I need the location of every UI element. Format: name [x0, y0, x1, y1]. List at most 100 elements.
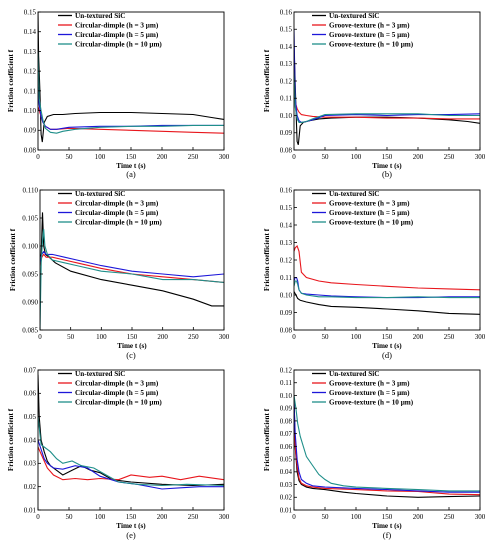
x-tick-label: 300	[475, 333, 486, 341]
legend: Un-textured SiC Groove-texture (h = 3 μm)…	[312, 370, 414, 407]
y-tick-label: 0.13	[280, 239, 293, 247]
panel-label: (c)	[126, 350, 136, 360]
x-axis-label: Time t (s)	[116, 162, 146, 170]
y-tick-label: 0.090	[22, 298, 38, 306]
y-tick-label: 0.08	[280, 326, 293, 334]
series-line-1	[38, 374, 224, 487]
x-tick-label: 200	[157, 513, 168, 521]
legend-entry: Groove-texture (h = 5 μm)	[329, 209, 410, 217]
y-axis-label: Friction coefficient f	[9, 228, 17, 291]
legend-entry: Circular-dimple (h = 3 μm)	[75, 22, 159, 30]
panel-a: 0 50 100 150 200 250 300 0.08 0.09 0.10 0.11 0.12 0.…	[7, 8, 230, 179]
legend-entry: Groove-texture (h = 10 μm)	[329, 219, 414, 227]
legend-entry: Groove-texture (h = 5 μm)	[329, 31, 410, 39]
panel-e: 0 50 100 150 200 250 300 0.01 0.02 0.03 0.04 0.05 0.…	[7, 366, 230, 540]
legend-entry: Circular-dimple (h = 3 μm)	[75, 200, 159, 208]
legend: Un-textured SiC Circular-dimple (h = 3 μm…	[58, 12, 162, 49]
x-tick-label: 150	[126, 153, 137, 161]
x-tick-label: 100	[351, 153, 362, 161]
legend-entry: Circular-dimple (h = 5 μm)	[75, 389, 159, 397]
series-line-3	[294, 276, 480, 299]
y-axis-label: Friction coefficient f	[7, 49, 15, 112]
y-tick-label: 0.02	[24, 483, 37, 491]
y-tick-label: 0.11	[24, 87, 36, 95]
x-tick-label: 300	[219, 153, 230, 161]
panel-f: 0 50 100 150 200 250 300 0.01 0.02 0.03 0.04 0.05 0.…	[263, 366, 486, 540]
x-tick-label: 250	[444, 333, 455, 341]
y-tick-label: 0.11	[280, 274, 292, 282]
legend: Un-textured SiC Circular-dimple (h = 3 μm…	[58, 370, 162, 407]
y-tick-label: 0.04	[280, 468, 293, 476]
y-tick-label: 0.06	[280, 443, 293, 451]
x-tick-label: 250	[188, 513, 199, 521]
x-tick-label: 300	[475, 513, 486, 521]
x-tick-label: 50	[67, 333, 75, 341]
series-line-1	[294, 46, 480, 145]
x-tick-label: 200	[157, 153, 168, 161]
y-tick-label: 0.08	[24, 146, 37, 154]
y-tick-label: 0.01	[280, 506, 293, 514]
series-line-2	[294, 245, 480, 291]
y-tick-label: 0.10	[24, 107, 37, 115]
legend-entry: Un-textured SiC	[329, 190, 379, 198]
legend-entry: Groove-texture (h = 10 μm)	[329, 399, 414, 407]
x-axis-label: Time t (s)	[117, 342, 147, 350]
x-axis-label: Time t (s)	[372, 162, 402, 170]
legend-entry: Un-textured SiC	[329, 12, 379, 20]
x-tick-label: 0	[36, 513, 40, 521]
series-line-2	[294, 84, 480, 120]
y-tick-label: 0.095	[22, 270, 38, 278]
x-tick-label: 250	[188, 333, 199, 341]
y-axis-label: Friction coefficient f	[263, 228, 271, 291]
panel-c: 0 50 100 150 200 250 300 0.085 0.090 0.095 0.100 0.…	[9, 186, 230, 360]
x-tick-label: 250	[188, 153, 199, 161]
y-tick-label: 0.10	[280, 392, 293, 400]
series-line-4	[294, 280, 480, 299]
legend-entry: Un-textured SiC	[75, 190, 125, 198]
x-tick-label: 300	[219, 513, 230, 521]
x-tick-label: 50	[322, 153, 330, 161]
x-tick-label: 100	[351, 513, 362, 521]
series-line-3	[40, 250, 224, 278]
panel-label: (a)	[126, 169, 136, 179]
legend: Un-textured SiC Circular-dimple (h = 3 μm…	[58, 190, 162, 227]
series-line-4	[38, 51, 224, 134]
y-tick-label: 0.11	[280, 379, 292, 387]
x-tick-label: 100	[95, 153, 106, 161]
y-axis-label: Friction coefficient f	[263, 408, 271, 471]
y-tick-label: 0.10	[280, 291, 293, 299]
y-tick-label: 0.085	[22, 326, 38, 334]
y-axis-label: Friction coefficient f	[7, 408, 15, 471]
legend-entry: Un-textured SiC	[75, 370, 125, 378]
y-tick-label: 0.12	[24, 68, 37, 76]
series-line-3	[38, 86, 224, 130]
y-tick-label: 0.12	[280, 77, 293, 85]
y-tick-label: 0.09	[280, 309, 293, 317]
panel-label: (d)	[382, 350, 392, 360]
series-line-3	[38, 439, 224, 490]
x-tick-label: 0	[292, 153, 296, 161]
y-tick-label: 0.07	[24, 366, 37, 374]
y-axis-label: Friction coefficient f	[263, 49, 271, 112]
series-line-3	[294, 401, 480, 493]
series-line-1	[294, 395, 480, 498]
y-tick-label: 0.110	[23, 186, 39, 194]
panel-label: (e)	[126, 530, 136, 540]
y-tick-label: 0.02	[280, 494, 293, 502]
x-tick-label: 50	[322, 513, 330, 521]
y-tick-label: 0.09	[24, 127, 37, 135]
y-tick-label: 0.06	[24, 390, 37, 398]
x-tick-label: 100	[96, 333, 107, 341]
y-tick-label: 0.16	[280, 186, 293, 194]
x-tick-label: 300	[219, 333, 230, 341]
x-tick-label: 50	[322, 333, 330, 341]
x-tick-label: 150	[382, 513, 393, 521]
series-line-2	[38, 106, 224, 134]
y-tick-label: 0.09	[280, 129, 293, 137]
x-tick-label: 250	[444, 513, 455, 521]
y-tick-label: 0.14	[280, 221, 293, 229]
y-tick-label: 0.09	[280, 405, 293, 413]
legend-entry: Un-textured SiC	[75, 12, 125, 20]
y-tick-label: 0.14	[24, 28, 37, 36]
legend-entry: Groove-texture (h = 3 μm)	[329, 22, 410, 30]
